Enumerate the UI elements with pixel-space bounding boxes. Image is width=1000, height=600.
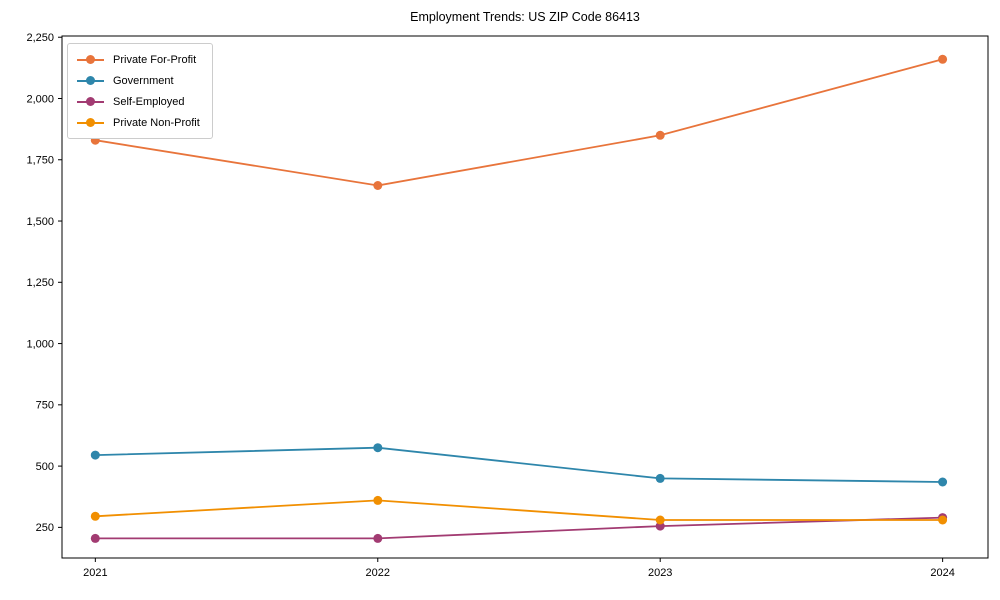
legend-dot-swatch — [86, 117, 95, 127]
data-point-marker — [373, 495, 383, 505]
legend: Private For-Profit Government Self-Emplo… — [67, 43, 213, 139]
data-point-marker — [655, 130, 665, 140]
series-self-employed — [90, 513, 948, 543]
y-tick-label: 1,750 — [26, 155, 54, 167]
x-tick-label: 2021 — [83, 567, 107, 579]
data-point-marker — [90, 533, 100, 543]
y-tick-label: 1,250 — [26, 277, 54, 289]
legend-label: Self-Employed — [113, 95, 185, 108]
y-tick-label: 750 — [36, 400, 54, 412]
data-point-marker — [938, 477, 948, 487]
y-tick-label: 500 — [36, 461, 54, 473]
series-private-for-profit — [90, 54, 948, 190]
line-marker-icon — [77, 96, 104, 107]
data-point-marker — [373, 181, 383, 190]
series-line — [95, 446, 943, 483]
y-tick-label: 2,000 — [26, 93, 54, 105]
data-point-marker — [938, 54, 948, 64]
y-tick-label: 1,500 — [26, 216, 54, 228]
x-tick-label: 2023 — [648, 567, 672, 579]
legend-label: Private Non-Profit — [113, 116, 200, 129]
x-tick-label: 2024 — [930, 567, 954, 579]
data-point-marker — [373, 533, 383, 543]
series-government — [90, 443, 948, 487]
legend-label: Government — [113, 74, 174, 87]
line-marker-icon — [77, 75, 104, 86]
chart-title: Employment Trends: US ZIP Code 86413 — [410, 10, 640, 24]
legend-item-private-for-profit: Private For-Profit — [77, 52, 200, 67]
legend-dot-swatch — [86, 96, 95, 106]
line-marker-icon — [77, 54, 104, 65]
data-point-marker — [655, 473, 665, 483]
series-line — [95, 58, 943, 187]
legend-dot-swatch — [86, 54, 95, 64]
legend-item-self-employed: Self-Employed — [77, 94, 200, 109]
line-marker-icon — [77, 117, 104, 128]
legend-item-government: Government — [77, 73, 200, 88]
data-point-marker — [90, 511, 100, 521]
data-point-marker — [90, 450, 100, 460]
legend-dot-swatch — [86, 75, 95, 85]
y-tick-label: 2,250 — [26, 32, 54, 44]
legend-item-private-non-profit: Private Non-Profit — [77, 115, 200, 130]
y-tick-label: 250 — [36, 522, 54, 534]
x-tick-label: 2022 — [366, 567, 390, 579]
series-line — [95, 516, 943, 540]
data-point-marker — [373, 443, 383, 453]
y-tick-label: 1,000 — [26, 338, 54, 350]
series-private-non-profit — [90, 495, 948, 525]
data-point-marker — [655, 515, 665, 525]
plot-border — [61, 35, 989, 559]
data-point-marker — [938, 515, 948, 525]
series-line — [95, 499, 943, 521]
legend-label: Private For-Profit — [113, 53, 197, 66]
